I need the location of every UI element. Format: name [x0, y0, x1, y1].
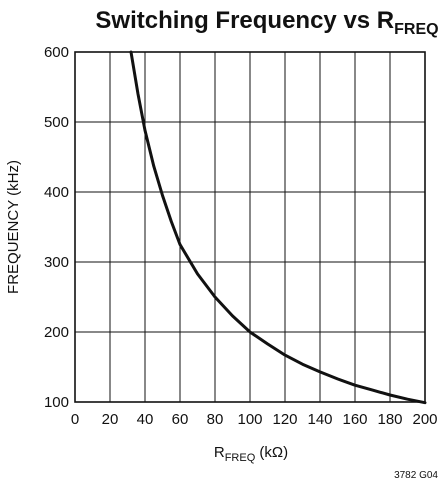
- x-tick-label: 0: [71, 411, 79, 428]
- y-axis-label: FREQUENCY (kHz): [5, 160, 22, 294]
- chart-title-subscript: FREQ: [394, 21, 438, 38]
- x-tick-labels: 0 20 40 60 80 100 120 140 160 180 200: [71, 411, 438, 428]
- figure-code: 3782 G04: [394, 470, 438, 481]
- x-tick-label: 180: [377, 411, 402, 428]
- y-tick-label: 300: [44, 254, 69, 271]
- y-tick-label: 200: [44, 324, 69, 341]
- x-tick-label: 160: [342, 411, 367, 428]
- chart-title: Switching Frequency vs RFREQ: [95, 7, 438, 38]
- x-tick-label: 100: [237, 411, 262, 428]
- y-tick-label: 600: [44, 44, 69, 61]
- x-tick-label: 140: [307, 411, 332, 428]
- y-tick-label: 100: [44, 394, 69, 411]
- y-tick-label: 400: [44, 184, 69, 201]
- frequency-curve: [129, 50, 427, 405]
- x-tick-label: 120: [272, 411, 297, 428]
- y-tick-label: 500: [44, 114, 69, 131]
- x-tick-label: 40: [137, 411, 154, 428]
- y-tick-labels: 100 200 300 400 500 600: [44, 44, 69, 411]
- x-axis-label-main: R: [214, 444, 225, 461]
- x-tick-label: 60: [172, 411, 189, 428]
- plot-frame: [74, 51, 426, 403]
- x-tick-label: 80: [207, 411, 224, 428]
- grid-lines: [74, 51, 426, 403]
- x-axis-label: RFREQ (kΩ): [214, 444, 288, 464]
- chart-title-main: Switching Frequency vs R: [95, 7, 394, 34]
- x-tick-label: 200: [412, 411, 437, 428]
- x-axis-label-unit: (kΩ): [255, 444, 288, 461]
- x-tick-label: 20: [102, 411, 119, 428]
- x-axis-label-subscript: FREQ: [225, 452, 256, 464]
